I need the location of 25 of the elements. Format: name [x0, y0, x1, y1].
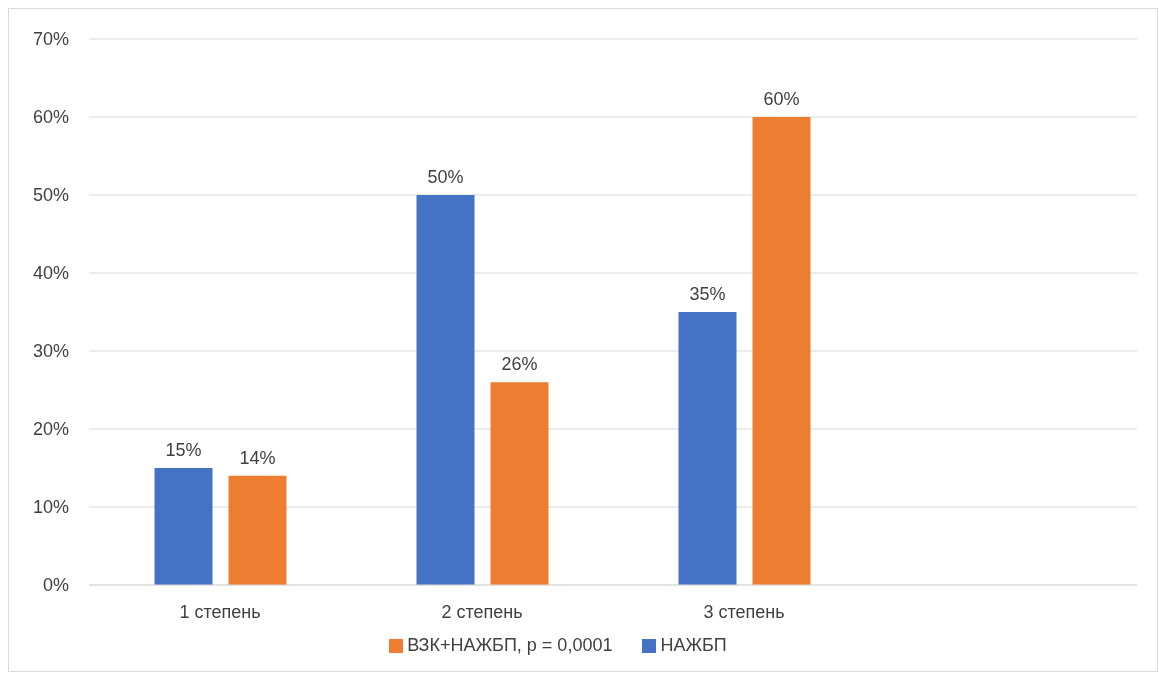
legend-label: НАЖБП — [660, 635, 727, 655]
bar — [752, 117, 811, 585]
y-tick-label: 70% — [32, 29, 69, 50]
y-tick-label: 20% — [32, 419, 69, 440]
bar — [416, 195, 475, 585]
x-tick-label: 1 степень — [179, 601, 261, 622]
y-tick-label: 30% — [32, 341, 69, 362]
y-tick-label: 0% — [42, 575, 69, 596]
bar — [678, 312, 737, 585]
bar — [490, 382, 549, 585]
x-tick-label: 2 степень — [441, 601, 523, 622]
y-tick-label: 50% — [32, 185, 69, 206]
data-label: 15% — [165, 440, 202, 460]
legend-label: ВЗК+НАЖБП, p = 0,0001 — [407, 635, 613, 655]
bar — [228, 475, 287, 585]
y-tick-label: 60% — [32, 107, 69, 128]
x-tick-label: 3 степень — [703, 601, 785, 622]
data-label: 35% — [689, 284, 726, 304]
data-label: 26% — [501, 354, 538, 375]
data-label: 50% — [427, 167, 464, 187]
y-tick-label: 40% — [32, 263, 69, 284]
bar — [154, 468, 213, 585]
data-label: 60% — [763, 89, 800, 109]
data-label: 14% — [239, 447, 276, 468]
y-tick-label: 10% — [32, 497, 69, 518]
